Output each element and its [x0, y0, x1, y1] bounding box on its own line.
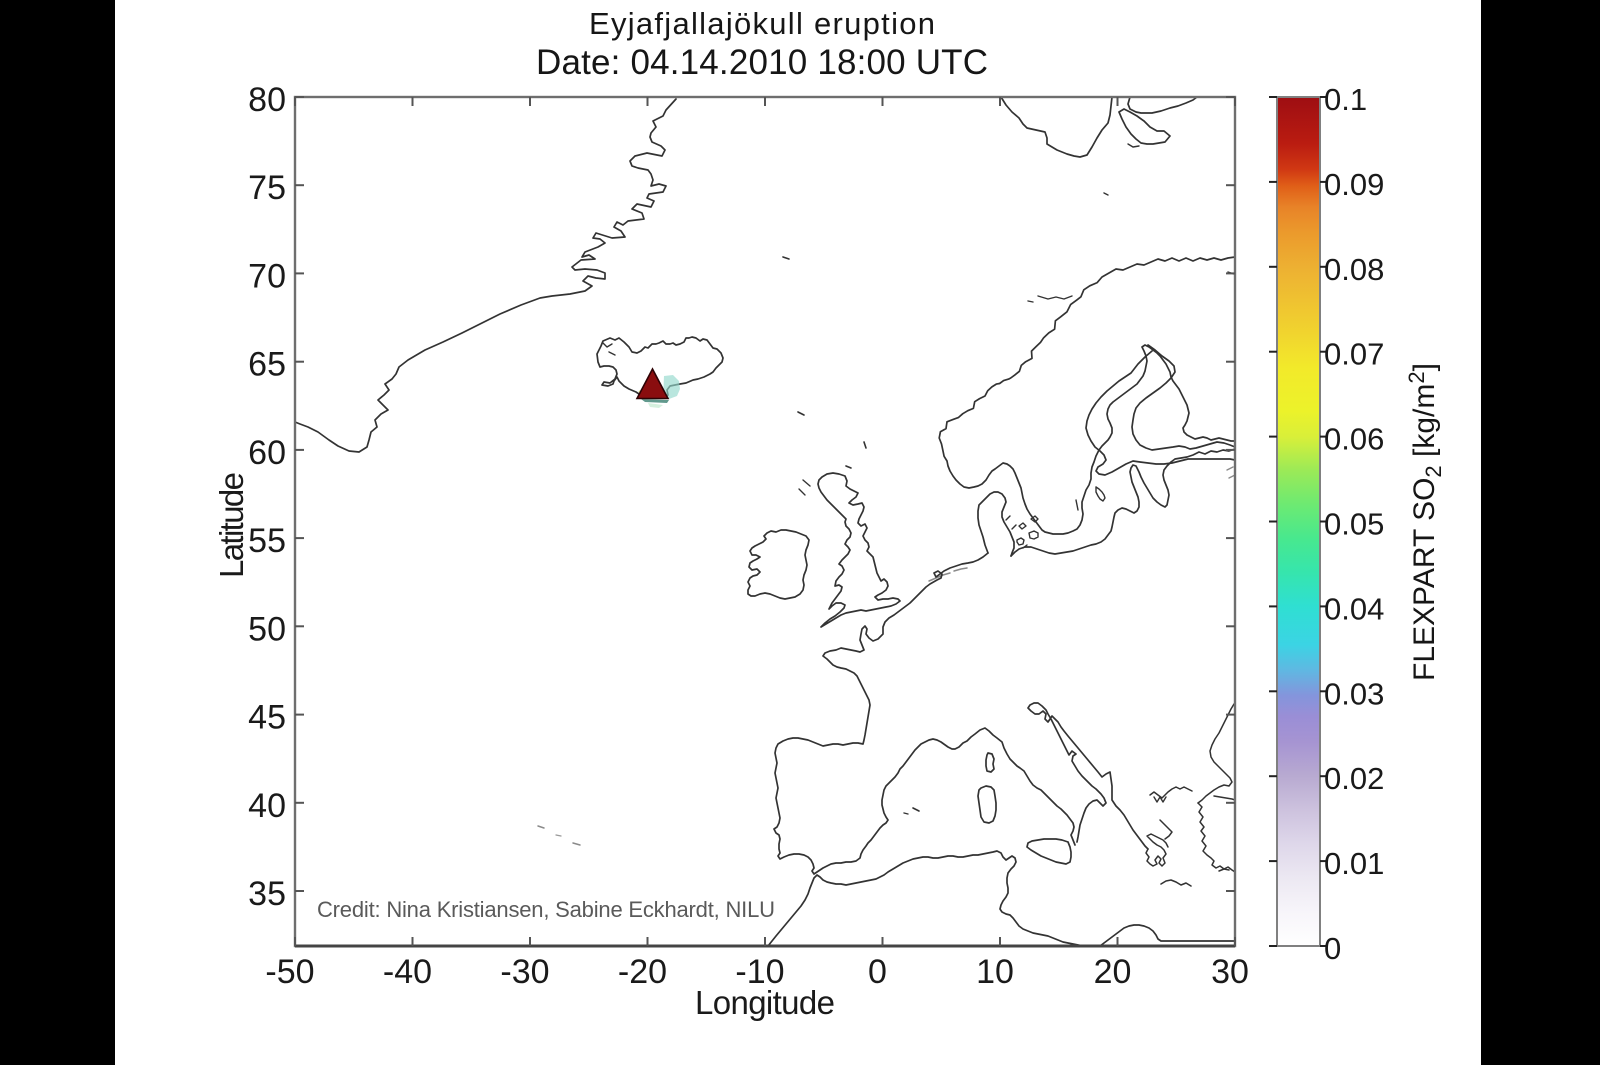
- svg-text:30: 30: [1211, 953, 1249, 991]
- svg-text:50: 50: [248, 610, 286, 648]
- svg-text:20: 20: [1094, 953, 1132, 991]
- svg-text:80: 80: [248, 81, 286, 119]
- svg-text:60: 60: [248, 434, 286, 472]
- svg-text:0.08: 0.08: [1324, 252, 1384, 287]
- svg-text:0.05: 0.05: [1324, 507, 1384, 542]
- svg-text:0.04: 0.04: [1324, 591, 1384, 626]
- svg-text:45: 45: [248, 699, 286, 737]
- svg-text:65: 65: [248, 346, 286, 384]
- svg-text:0.01: 0.01: [1324, 846, 1384, 881]
- svg-text:40: 40: [248, 787, 286, 825]
- svg-text:0: 0: [1324, 931, 1341, 966]
- svg-text:Latitude: Latitude: [213, 472, 250, 578]
- svg-text:0.02: 0.02: [1324, 761, 1384, 796]
- svg-text:0.09: 0.09: [1324, 167, 1384, 202]
- svg-text:70: 70: [248, 257, 286, 295]
- svg-text:-20: -20: [618, 953, 667, 991]
- svg-text:0.03: 0.03: [1324, 676, 1384, 711]
- svg-text:10: 10: [976, 953, 1014, 991]
- svg-text:Longitude: Longitude: [695, 984, 835, 1021]
- svg-text:Credit: Nina Kristiansen, Sabi: Credit: Nina Kristiansen, Sabine Eckhard…: [317, 897, 775, 922]
- svg-text:-10: -10: [735, 953, 784, 991]
- svg-text:35: 35: [248, 875, 286, 913]
- svg-text:-50: -50: [265, 953, 314, 991]
- svg-text:-30: -30: [500, 953, 549, 991]
- svg-text:55: 55: [248, 522, 286, 560]
- svg-text:75: 75: [248, 169, 286, 207]
- svg-text:-40: -40: [383, 953, 432, 991]
- svg-text:FLEXPART SO2 [kg/m2]: FLEXPART SO2 [kg/m2]: [1404, 363, 1446, 681]
- svg-text:0.1: 0.1: [1324, 82, 1367, 117]
- svg-text:0.06: 0.06: [1324, 422, 1384, 457]
- svg-text:Eyjafjallajökull eruption: Eyjafjallajökull eruption: [589, 6, 935, 41]
- svg-text:0: 0: [868, 953, 887, 991]
- svg-text:Date: 04.14.2010 18:00 UTC: Date: 04.14.2010 18:00 UTC: [536, 43, 988, 82]
- svg-text:0.07: 0.07: [1324, 337, 1384, 372]
